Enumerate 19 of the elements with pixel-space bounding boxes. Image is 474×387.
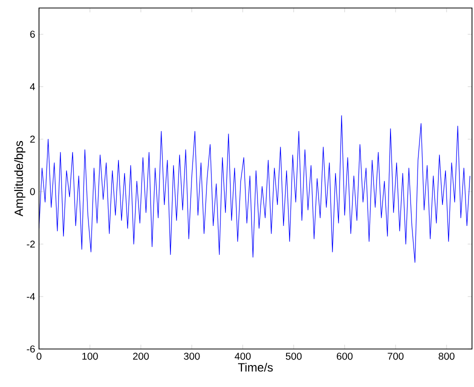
- x-tick-label: 500: [286, 352, 302, 360]
- x-tick-label: 100: [82, 352, 98, 360]
- x-tick-label: 300: [184, 352, 200, 360]
- y-tick-label: 2: [30, 136, 35, 143]
- x-tick-label: 0: [36, 352, 42, 360]
- y-tick-label: 4: [30, 83, 35, 90]
- y-tick-label: -6: [26, 345, 35, 353]
- line-series: [39, 115, 470, 263]
- y-tick-label: -4: [26, 293, 35, 300]
- y-tick-label: -2: [26, 240, 35, 248]
- y-axis-title: Amplitude/bps: [14, 141, 26, 216]
- x-tick-label: 800: [438, 352, 454, 360]
- y-tick-label: 6: [30, 30, 35, 38]
- x-tick-label: 200: [133, 352, 149, 360]
- x-tick-label: 600: [336, 352, 353, 360]
- x-axis-title: Time/s: [238, 362, 273, 372]
- x-tick-label: 700: [388, 352, 404, 360]
- y-tick-label: 0: [30, 188, 35, 196]
- x-tick-label: 400: [234, 352, 251, 360]
